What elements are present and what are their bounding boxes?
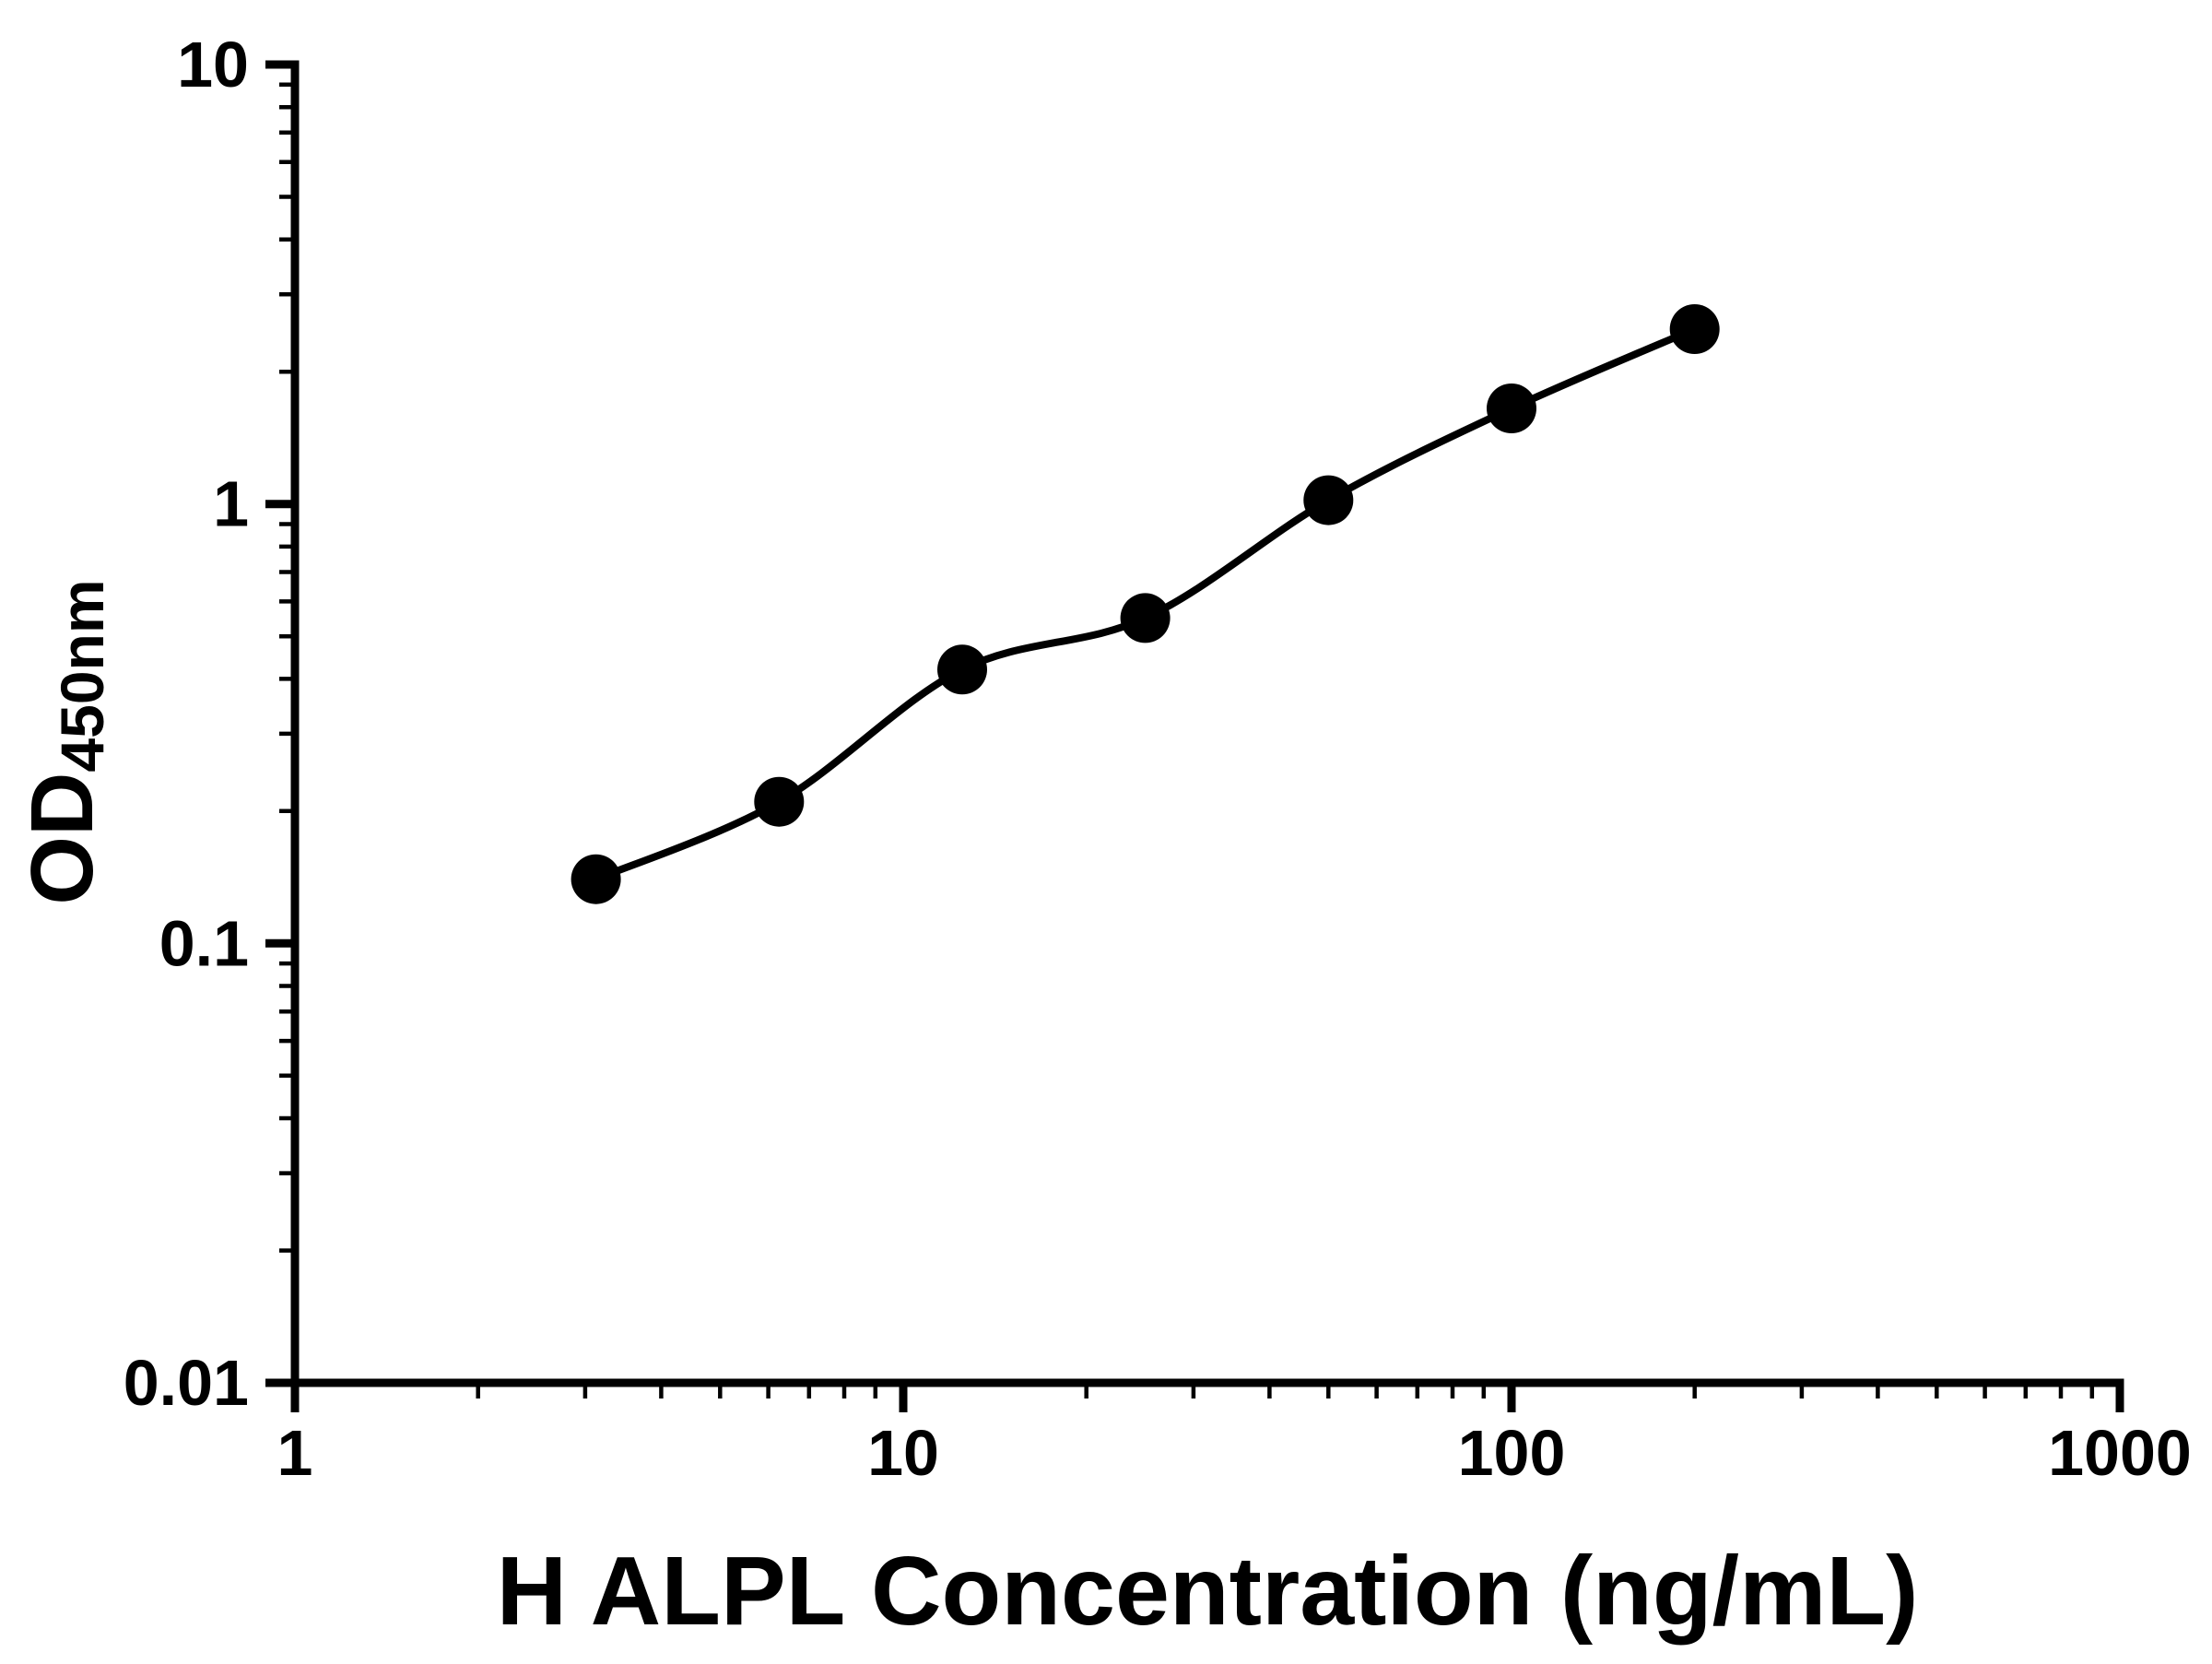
y-axis-tick-label: 0.1 bbox=[159, 907, 249, 979]
y-axis-tick-label: 0.01 bbox=[124, 1347, 249, 1419]
data-point-marker bbox=[1669, 304, 1720, 354]
data-point-marker bbox=[571, 854, 621, 904]
data-point-marker bbox=[1120, 593, 1171, 643]
chart-plot-area: 1 10 100 1000 0.01 0.1 1 10 bbox=[124, 29, 2192, 1489]
data-point-marker bbox=[1487, 384, 1536, 433]
x-axis-tick-label: 1000 bbox=[2048, 1417, 2192, 1489]
y-axis-tick-label: 1 bbox=[213, 468, 249, 540]
x-axis-tick-label: 1 bbox=[277, 1417, 313, 1489]
y-axis-title-main: OD bbox=[13, 773, 112, 905]
y-axis-tick-label: 10 bbox=[177, 29, 249, 100]
data-point-marker bbox=[754, 776, 805, 827]
y-axis-title: OD450nm bbox=[13, 579, 116, 904]
data-point-marker bbox=[1303, 475, 1354, 525]
x-axis-tick-label: 10 bbox=[867, 1417, 939, 1489]
x-axis-title: H ALPL Concentration (ng/mL) bbox=[497, 1537, 1919, 1646]
data-point-marker bbox=[937, 644, 987, 695]
y-axis-title-subscript: 450nm bbox=[48, 579, 116, 772]
x-axis-tick-label: 100 bbox=[1458, 1417, 1566, 1489]
